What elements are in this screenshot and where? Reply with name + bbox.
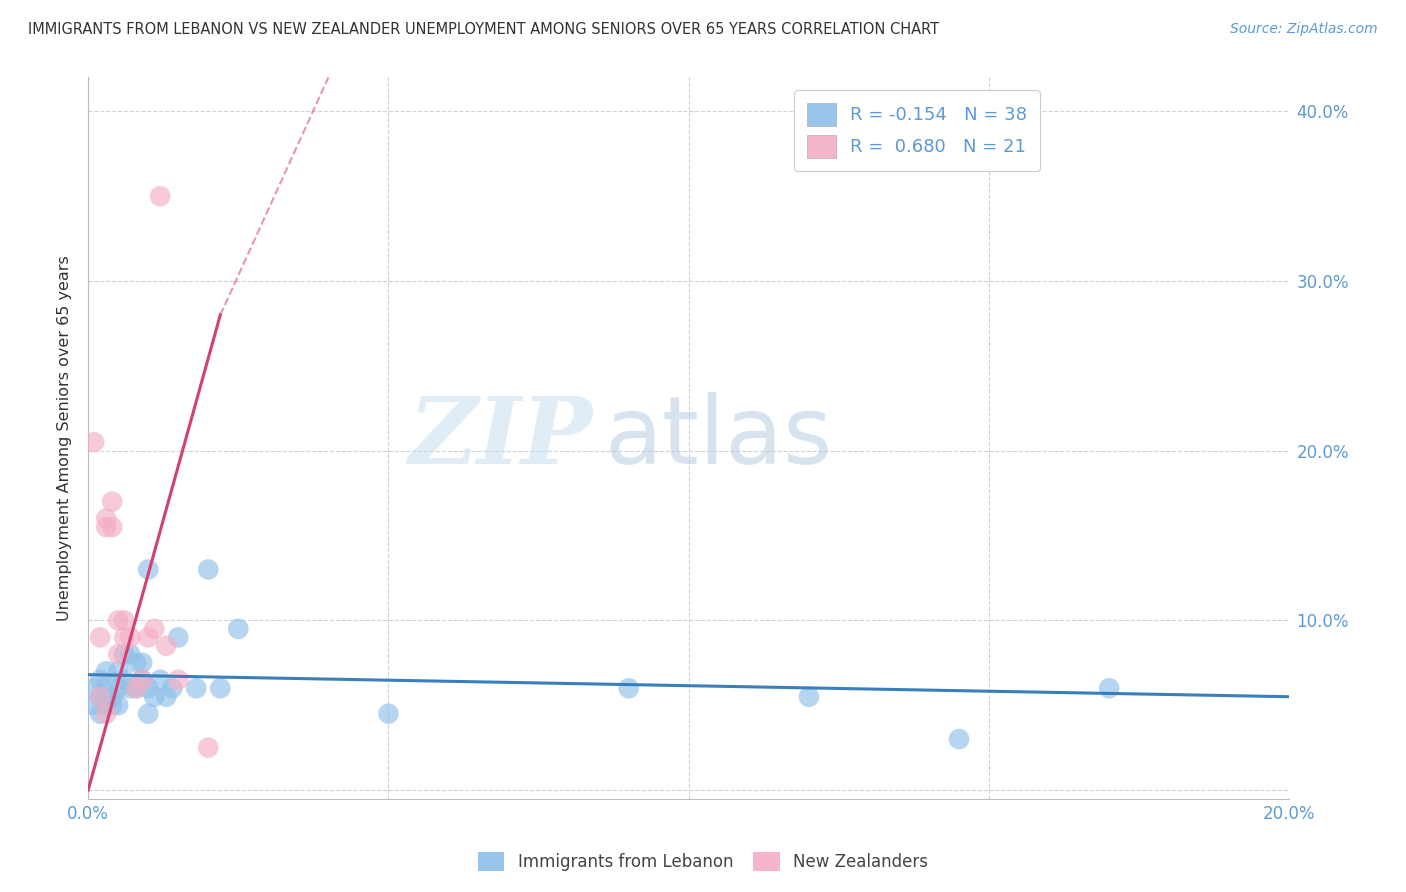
Point [136,681,159,696]
Point [125,681,148,696]
Point [112,673,135,687]
Point [131,673,153,687]
Point [96,698,118,713]
Point [101,520,124,534]
Point [143,690,166,704]
Point [167,673,190,687]
Text: IMMIGRANTS FROM LEBANON VS NEW ZEALANDER UNEMPLOYMENT AMONG SENIORS OVER 65 YEAR: IMMIGRANTS FROM LEBANON VS NEW ZEALANDER… [28,22,939,37]
Point [120,631,142,645]
Point [89,673,111,687]
Point [136,631,159,645]
Point [107,613,129,627]
Point [96,511,118,525]
Point [149,673,172,687]
Point [125,681,148,696]
Point [107,665,129,679]
Point [377,706,399,721]
Point [209,681,232,696]
Text: atlas: atlas [605,392,832,484]
Point [226,622,249,636]
Point [149,189,172,203]
Point [107,698,129,713]
Point [120,681,142,696]
Point [155,639,177,653]
Point [89,706,111,721]
Text: ZIP: ZIP [408,393,593,483]
Point [83,698,105,713]
Point [112,613,135,627]
Point [186,681,208,696]
Point [617,681,640,696]
Point [96,706,118,721]
Point [89,690,111,704]
Point [89,690,111,704]
Point [83,435,105,450]
Text: Source: ZipAtlas.com: Source: ZipAtlas.com [1230,22,1378,37]
Legend: R = -0.154   N = 38, R =  0.680   N = 21: R = -0.154 N = 38, R = 0.680 N = 21 [794,90,1040,170]
Point [143,622,166,636]
Point [948,732,970,747]
Point [136,562,159,576]
Point [112,648,135,662]
Point [162,681,184,696]
Point [131,656,153,670]
Point [131,673,153,687]
Point [96,520,118,534]
Y-axis label: Unemployment Among Seniors over 65 years: Unemployment Among Seniors over 65 years [58,255,72,621]
Point [101,690,124,704]
Point [96,681,118,696]
Point [107,648,129,662]
Point [83,681,105,696]
Point [120,648,142,662]
Point [136,706,159,721]
Point [112,631,135,645]
Point [155,690,177,704]
Point [797,690,820,704]
Point [107,681,129,696]
Point [1098,681,1121,696]
Point [167,631,190,645]
Point [197,562,219,576]
Point [101,494,124,508]
Point [197,740,219,755]
Point [125,656,148,670]
Point [101,698,124,713]
Point [89,631,111,645]
Legend: Immigrants from Lebanon, New Zealanders: Immigrants from Lebanon, New Zealanders [470,843,936,880]
Point [96,665,118,679]
